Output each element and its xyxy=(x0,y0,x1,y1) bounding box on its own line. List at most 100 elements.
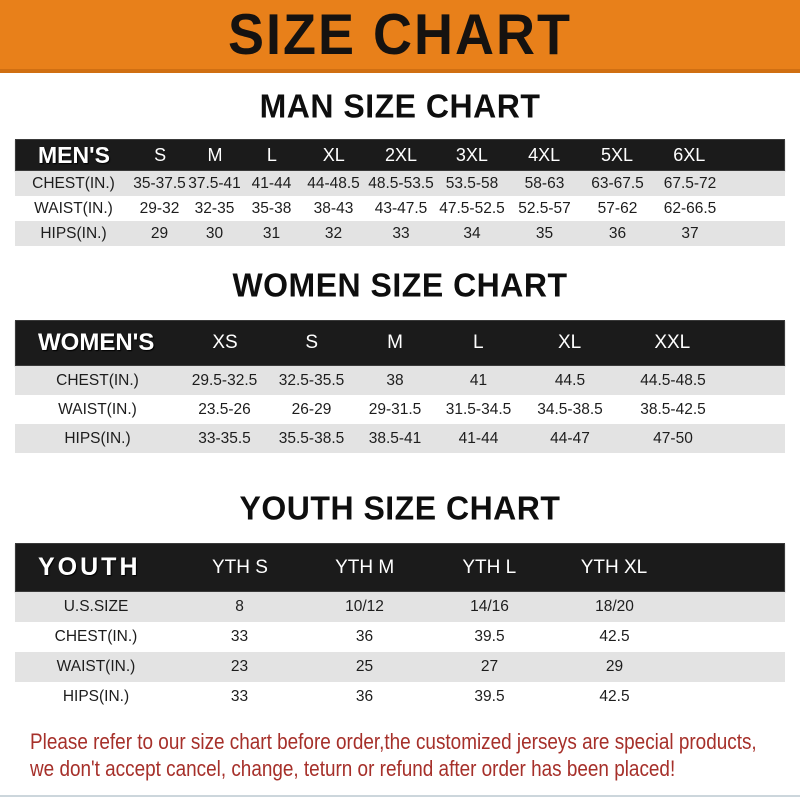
column-header: YTH L xyxy=(462,556,517,578)
table-cell: 36 xyxy=(355,688,374,705)
row-label: CHEST(IN.) xyxy=(54,628,138,645)
table-cell: 42.5 xyxy=(599,628,630,645)
table-cell: 34.5-38.5 xyxy=(537,400,603,418)
table-row: HIPS(IN.) 33 36 39.5 42.5 xyxy=(15,682,785,712)
table-cell: 41-44 xyxy=(458,429,499,447)
table-cell: 47-50 xyxy=(653,429,693,447)
disclaimer-line-1: Please refer to our size chart before or… xyxy=(30,729,757,754)
table-row: HIPS(IN.) 33-35.5 35.5-38.5 38.5-41 41-44 44-… xyxy=(15,424,785,453)
table-cell: 29-32 xyxy=(139,199,180,217)
disclaimer: Please refer to our size chart before or… xyxy=(30,728,757,782)
column-header: 5XL xyxy=(600,144,633,165)
table-cell: 29-31.5 xyxy=(368,400,422,418)
size-table-women-size-chart: WOMEN'S XS S M L XL XXL CHEST(IN.) 29.5-32.5 32.5… xyxy=(15,320,785,453)
section-heading-youth-size-chart: YOUTH SIZE CHART xyxy=(239,489,561,527)
table-cell: 35-38 xyxy=(251,199,292,217)
banner: SIZE CHART xyxy=(0,0,800,73)
column-header: 6XL xyxy=(673,144,706,165)
table-cell: 35-37.5 xyxy=(133,174,186,192)
table-cell: 44.5 xyxy=(554,371,586,389)
column-header: M xyxy=(207,144,223,165)
table-cell: 37 xyxy=(681,224,699,242)
table-cell: 44-48.5 xyxy=(307,174,360,192)
table-cell: 29.5-32.5 xyxy=(191,371,258,389)
column-header: L xyxy=(473,332,484,353)
table-cell: 35.5-38.5 xyxy=(278,429,345,447)
column-header: XL xyxy=(322,144,345,165)
table-cell: 48.5-53.5 xyxy=(368,174,434,192)
column-header: XS xyxy=(212,332,238,353)
size-chart-sections: MAN SIZE CHART MEN'S S M L XL 2XL 3XL 4XL 5XL 6XL C… xyxy=(0,87,800,712)
table-cell: 14/16 xyxy=(470,598,509,615)
row-label: WAIST(IN.) xyxy=(58,400,137,418)
row-label: WAIST(IN.) xyxy=(34,199,113,217)
table-header-label: WOMEN'S xyxy=(38,329,155,356)
table-cell: 31.5-34.5 xyxy=(445,400,512,418)
table-cell: 23 xyxy=(230,658,249,675)
table-row: U.S.SIZE 8 10/12 14/16 18/20 xyxy=(15,592,785,622)
row-label: WAIST(IN.) xyxy=(56,658,136,675)
page-title: SIZE CHART xyxy=(228,2,572,67)
table-cell: 29 xyxy=(150,224,169,242)
row-label: HIPS(IN.) xyxy=(40,224,107,242)
size-table-man-size-chart: MEN'S S M L XL 2XL 3XL 4XL 5XL 6XL CHEST(IN.) 35-37… xyxy=(15,139,785,246)
column-header: YTH XL xyxy=(580,556,648,578)
table-cell: 38-43 xyxy=(313,199,354,217)
column-header: M xyxy=(387,332,403,353)
column-header: XXL xyxy=(654,332,691,353)
table-cell: 33 xyxy=(392,224,410,242)
column-header: XL xyxy=(557,332,582,353)
disclaimer-line-2: we don't accept cancel, change, teturn o… xyxy=(30,756,676,781)
table-cell: 44-47 xyxy=(550,429,590,447)
column-header: 2XL xyxy=(385,144,418,165)
table-header-label: YOUTH xyxy=(38,553,141,581)
table-cell: 53.5-58 xyxy=(445,174,499,192)
table-cell: 34 xyxy=(463,224,481,242)
column-header: YTH M xyxy=(335,556,395,578)
table-cell: 41 xyxy=(469,371,488,389)
table-cell: 23.5-26 xyxy=(198,400,251,418)
table-cell: 38.5-41 xyxy=(368,429,422,447)
table-header-row: YOUTH YTH S YTH M YTH L YTH XL xyxy=(15,543,785,592)
table-cell: 62-66.5 xyxy=(663,199,717,217)
table-cell: 58-63 xyxy=(524,174,565,192)
table-row: CHEST(IN.) 29.5-32.5 32.5-35.5 38 41 44.5 44.5… xyxy=(15,366,785,395)
table-row: WAIST(IN.) 23 25 27 29 xyxy=(15,652,785,682)
table-cell: 18/20 xyxy=(595,598,634,615)
column-header: YTH S xyxy=(211,556,268,578)
bottom-divider xyxy=(0,795,800,797)
row-label: HIPS(IN.) xyxy=(64,429,131,447)
table-cell: 41-44 xyxy=(251,174,292,192)
size-table-youth-size-chart: YOUTH YTH S YTH M YTH L YTH XL U.S.SIZE 8 10/12… xyxy=(15,543,785,712)
column-header: 3XL xyxy=(455,144,488,165)
row-label: CHEST(IN.) xyxy=(56,371,139,389)
table-cell: 39.5 xyxy=(474,688,505,705)
table-cell: 57-62 xyxy=(597,199,638,217)
table-cell: 38.5-42.5 xyxy=(640,400,706,418)
table-cell: 67.5-72 xyxy=(663,174,717,192)
table-cell: 47.5-52.5 xyxy=(439,199,505,217)
table-row: CHEST(IN.) 35-37.5 37.5-41 41-44 44-48.5 48.5… xyxy=(15,171,785,196)
column-header: 4XL xyxy=(528,144,561,165)
table-cell: 37.5-41 xyxy=(188,174,241,192)
table-cell: 52.5-57 xyxy=(518,199,571,217)
column-header: L xyxy=(266,144,277,165)
table-cell: 8 xyxy=(235,598,244,615)
table-cell: 32.5-35.5 xyxy=(278,371,345,389)
row-label: HIPS(IN.) xyxy=(62,688,130,705)
table-cell: 32-35 xyxy=(194,199,235,217)
table-cell: 39.5 xyxy=(474,628,505,645)
table-row: CHEST(IN.) 33 36 39.5 42.5 xyxy=(15,622,785,652)
table-cell: 63-67.5 xyxy=(591,174,644,192)
table-cell: 31 xyxy=(262,224,281,242)
table-row: WAIST(IN.) 29-32 32-35 35-38 38-43 43-47.5 47.… xyxy=(15,196,785,221)
table-cell: 38 xyxy=(386,371,404,389)
section-heading-man-size-chart: MAN SIZE CHART xyxy=(259,87,541,125)
table-header-row: MEN'S S M L XL 2XL 3XL 4XL 5XL 6XL xyxy=(15,139,785,171)
table-header-row: WOMEN'S XS S M L XL XXL xyxy=(15,320,785,366)
table-cell: 27 xyxy=(480,658,499,675)
table-cell: 42.5 xyxy=(599,688,630,705)
table-cell: 33 xyxy=(230,628,249,645)
column-header: S xyxy=(305,332,319,353)
table-cell: 36 xyxy=(608,224,627,242)
